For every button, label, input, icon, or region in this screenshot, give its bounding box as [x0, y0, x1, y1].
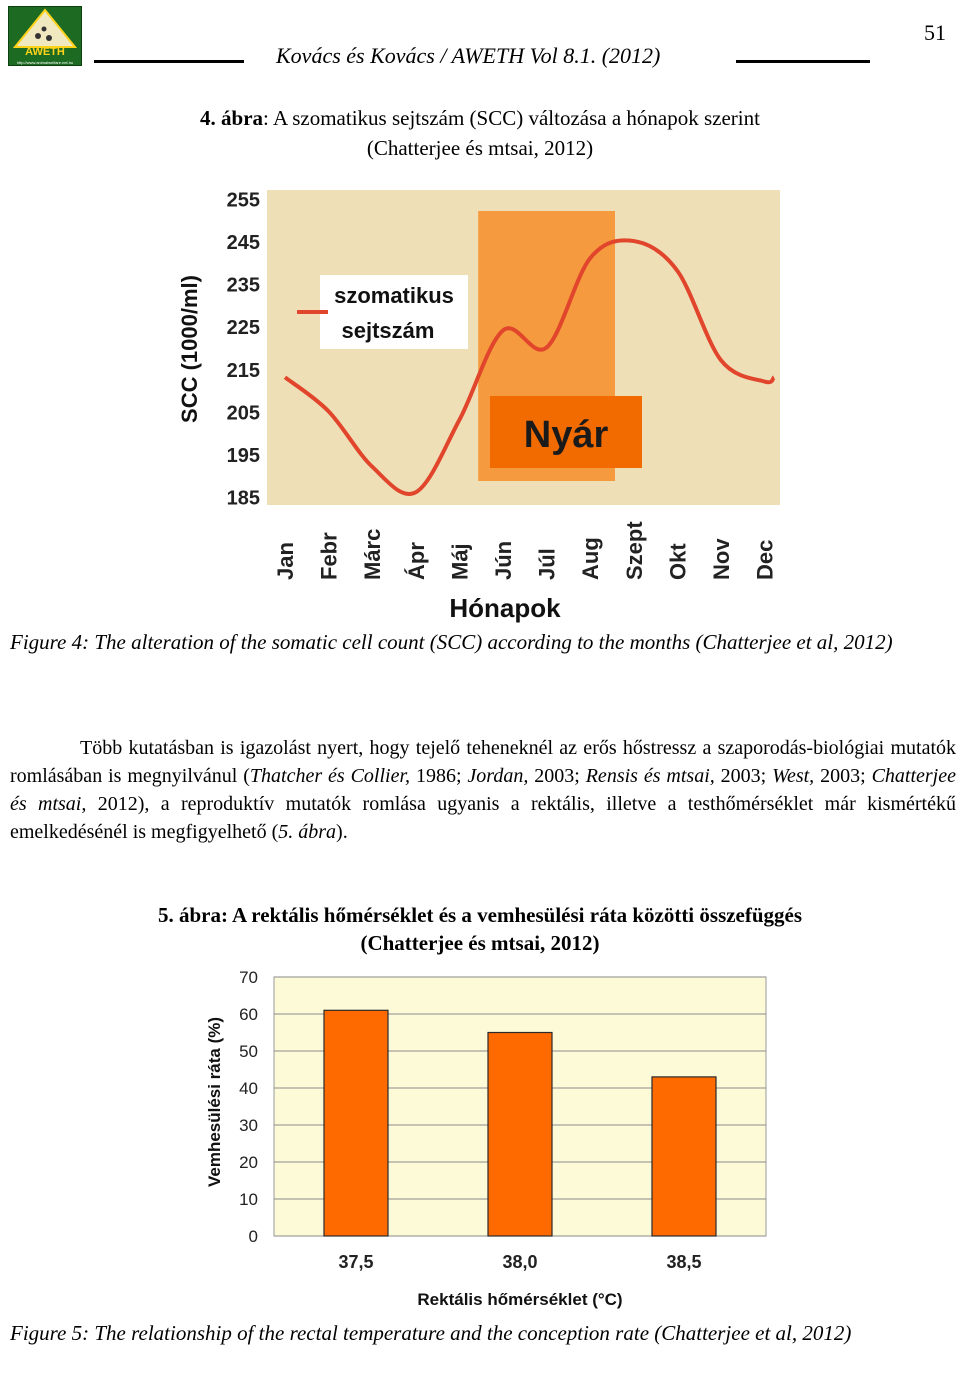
bar	[323, 1009, 389, 1237]
logo-emblem-icon	[12, 8, 78, 48]
y-tick-label: 0	[249, 1227, 258, 1246]
y-tick-label: 225	[227, 317, 260, 339]
logo-url: http://www.animalwelfare.net.hu	[16, 60, 74, 65]
figure-5-english-caption: Figure 5: The relationship of the rectal…	[10, 1321, 852, 1345]
figure-5-title: : A rektális hőmérséklet és a vemhesülés…	[220, 903, 803, 927]
paragraph-text: 2003;	[528, 765, 586, 787]
y-axis-label: SCC (1000/ml)	[177, 275, 202, 423]
y-tick-label: 40	[239, 1079, 258, 1098]
legend: szomatikus sejtszám	[297, 275, 468, 349]
legend-label-line-1: szomatikus	[334, 283, 454, 308]
y-tick-label: 30	[239, 1116, 258, 1135]
x-tick-label: Okt	[665, 543, 690, 580]
conception-rate-bar-chart: 0 10 20 30 40 50 60 70 37,5 38,0 38,5 Vemhesülési…	[205, 968, 767, 1309]
x-tick-label: Jan	[273, 542, 298, 580]
citation: Jordan,	[467, 765, 529, 787]
y-tick-label: 50	[239, 1042, 258, 1061]
x-tick-label: Júl	[535, 548, 560, 580]
paragraph-text: 2003;	[714, 765, 773, 787]
paragraph-text: Több kutatásban is igazolást nyert, hogy…	[10, 737, 956, 787]
figure-4-english-caption: Figure 4: The alteration of the somatic …	[10, 630, 893, 654]
scc-line-chart: 185 195 205 215 225 235 245 255 SCC (1000/ml) s…	[177, 190, 780, 623]
citation: Rensis és mtsai,	[585, 765, 715, 787]
nyar-annotation: Nyár	[490, 396, 642, 468]
figure-5-source: (Chatterjee és mtsai, 2012)	[360, 931, 600, 955]
y-tick-label: 20	[239, 1153, 258, 1172]
scc-series-line	[283, 238, 776, 496]
figure-5-number: 5. ábra	[157, 903, 221, 927]
x-axis-label: Hónapok	[449, 593, 561, 623]
y-axis-label: Vemhesülési ráta (%)	[205, 1017, 224, 1187]
x-tick-label: Dec	[753, 540, 778, 580]
y-tick-label: 10	[239, 1190, 258, 1209]
citation: Chatterjee és mtsai,	[10, 765, 956, 815]
y-tick-label: 255	[227, 190, 260, 212]
x-tick-label: 38,5	[666, 1252, 701, 1272]
logo-text: AWETH	[25, 46, 65, 58]
x-tick-label: Szept	[622, 521, 647, 580]
legend-label-line-2: sejtszám	[342, 318, 435, 343]
y-tick-label: 205	[227, 402, 260, 424]
figure-4-title: : A szomatikus sejtszám (SCC) változása …	[263, 106, 760, 130]
x-tick-label: Jún	[491, 541, 516, 580]
citation: Thatcher és Collier,	[249, 765, 411, 787]
figure-4-caption: 4. ábra: A szomatikus sejtszám (SCC) vál…	[0, 106, 960, 131]
bar	[651, 1076, 717, 1237]
y-tick-label: 245	[227, 232, 260, 254]
x-tick-label: Ápr	[404, 542, 429, 580]
citation: West,	[772, 765, 815, 787]
x-tick-label: Márc	[360, 529, 385, 580]
paragraph-text: 2012), a reproduktív mutatók romlása ugy…	[10, 793, 956, 843]
nyar-annotation-box	[490, 396, 642, 468]
y-tick-label: 215	[227, 360, 260, 382]
y-tick-label: 60	[239, 1005, 258, 1024]
x-tick-label: 38,0	[502, 1252, 537, 1272]
y-tick-label: 235	[227, 275, 260, 297]
y-tick-label: 195	[227, 445, 260, 467]
paragraph-text: 2003;	[814, 765, 872, 787]
header-rule	[94, 60, 244, 63]
journal-logo: AWETH http://www.animalwelfare.net.hu	[8, 6, 82, 66]
x-axis-label: Rektális hőmérséklet (°C)	[417, 1290, 622, 1309]
paragraph-text: ).	[336, 821, 348, 843]
bar	[487, 1031, 553, 1237]
y-tick-label: 185	[227, 487, 260, 509]
x-tick-label: Aug	[578, 537, 603, 580]
paragraph-text: 1986;	[410, 765, 468, 787]
x-tick-label: Nov	[709, 538, 734, 580]
x-tick-label: 37,5	[338, 1252, 373, 1272]
figure-5-caption: 5. ábra: A rektális hőmérséklet és a vem…	[0, 903, 960, 928]
nyar-annotation-label: Nyár	[524, 414, 609, 456]
header-rule	[736, 60, 870, 63]
figure-4-number: 4. ábra	[200, 106, 264, 130]
x-tick-label: Máj	[447, 543, 472, 580]
y-tick-label: 70	[239, 968, 258, 987]
figure-reference: 5. ábra	[278, 821, 337, 843]
legend-box	[320, 275, 468, 349]
figure-4-source: (Chatterjee és mtsai, 2012)	[366, 136, 594, 160]
x-tick-label: Febr	[317, 532, 342, 580]
body-paragraph: Több kutatásban is igazolást nyert, hogy…	[10, 734, 956, 846]
page-number: 51	[924, 20, 946, 45]
journal-header: Kovács és Kovács / AWETH Vol 8.1. (2012)	[276, 43, 661, 68]
